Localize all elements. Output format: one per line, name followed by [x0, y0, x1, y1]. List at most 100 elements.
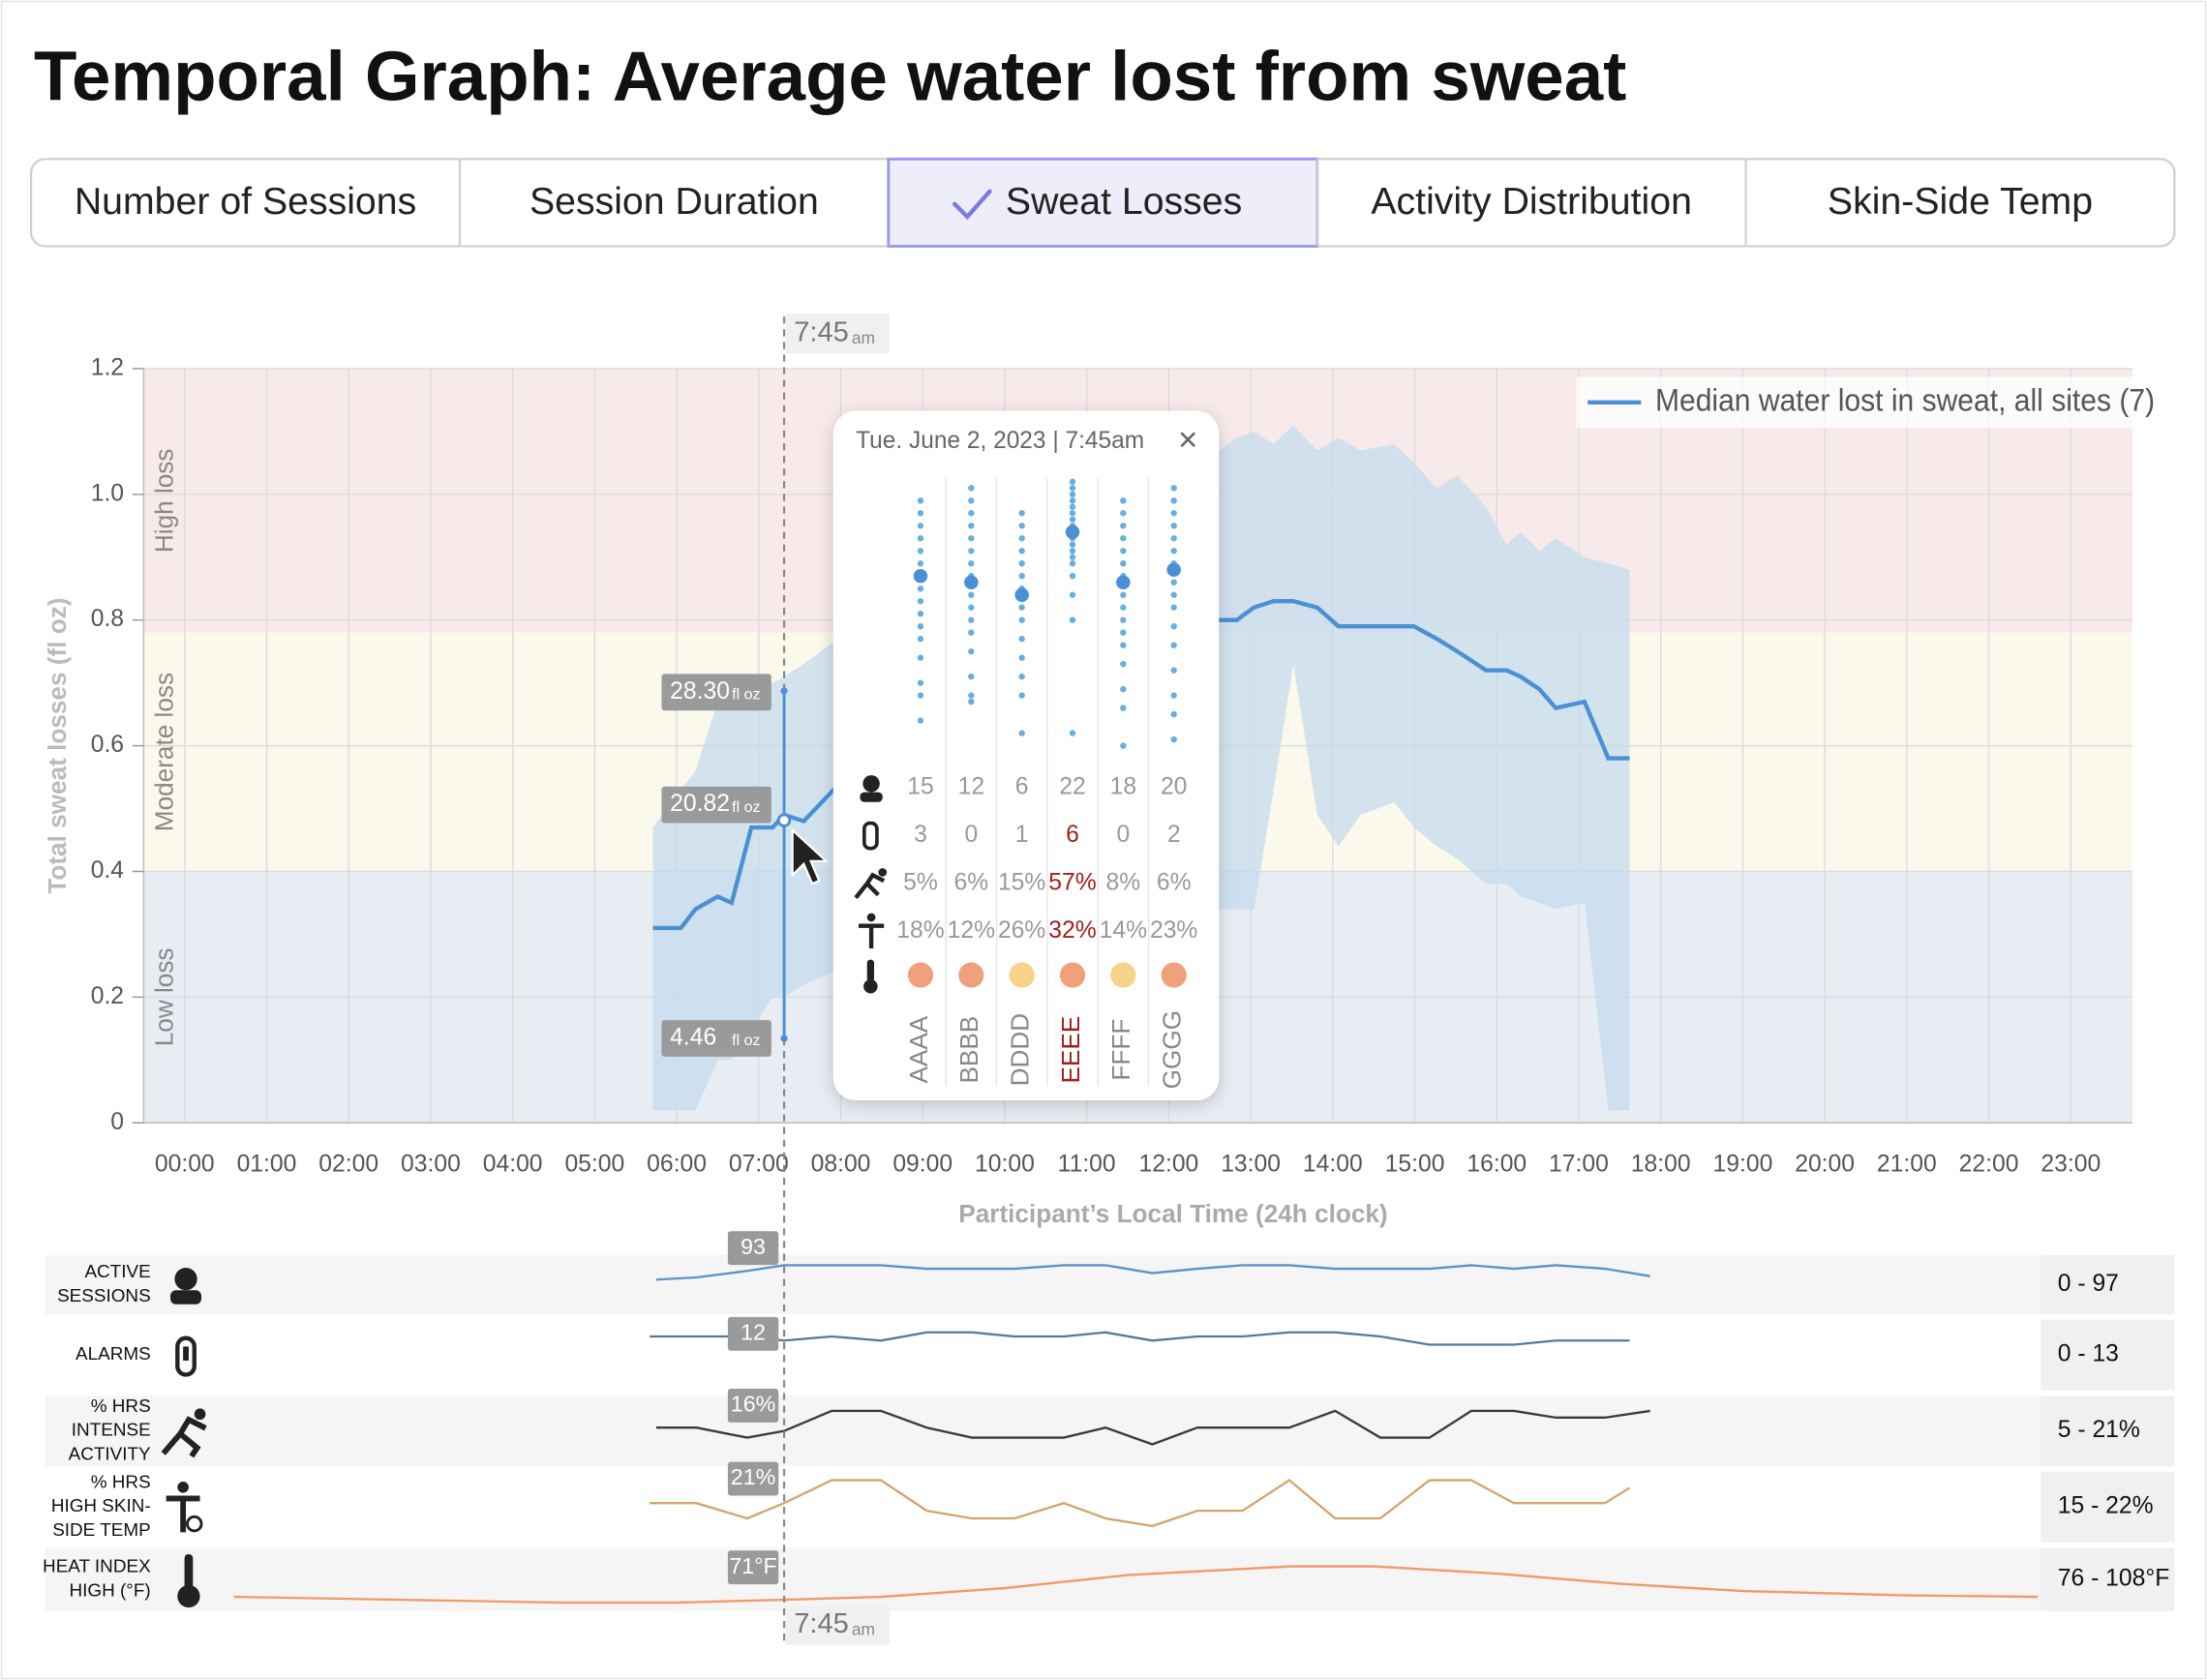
site-point [1018, 548, 1025, 555]
close-button[interactable]: × [1178, 421, 1197, 459]
cursor-value: 71°F [729, 1553, 776, 1578]
site-label: BBBB [954, 1016, 983, 1084]
row-value: 14% [1100, 917, 1147, 944]
site-point [968, 548, 975, 555]
x-tick-label: 12:00 [1138, 1151, 1198, 1177]
tab[interactable]: Skin-Side Temp [1828, 180, 2093, 223]
x-tick-label: 09:00 [892, 1151, 952, 1177]
site-point [1120, 642, 1127, 648]
site-point [1170, 604, 1177, 611]
row-value: 20 [1161, 774, 1187, 800]
site-point [968, 510, 975, 517]
site-point [1120, 548, 1127, 555]
site-point [1069, 548, 1076, 555]
annotation-bg [661, 1020, 771, 1057]
row-value: 32% [1048, 917, 1096, 944]
row-icon [862, 821, 879, 851]
heat-dot [1110, 962, 1136, 988]
strip-label: % HRS [91, 1396, 151, 1417]
row-value: 12% [948, 917, 995, 944]
site-point [1069, 541, 1076, 548]
site-label: DDDD [1006, 1013, 1035, 1087]
cursor-value-bg [727, 1316, 779, 1351]
site-point [968, 698, 975, 705]
site-point [1018, 692, 1025, 699]
icon [194, 1408, 206, 1421]
icon [183, 1346, 189, 1361]
site-label: AAAA [904, 1015, 933, 1083]
strip-bg [45, 1395, 2175, 1467]
site-point [968, 560, 975, 567]
annotation: 4.46 [670, 1025, 716, 1051]
strip-range: 76 - 108°F [2058, 1566, 2170, 1592]
site-point [917, 585, 924, 592]
site-point [917, 510, 924, 517]
range-bg [2041, 1547, 2175, 1611]
icon [166, 1495, 200, 1533]
site-point [1170, 642, 1177, 648]
site-point [1069, 510, 1076, 517]
site-point [1170, 735, 1177, 743]
site-point [1120, 591, 1127, 598]
row-icon [878, 868, 888, 877]
row-icon [862, 775, 880, 793]
site-point [1170, 523, 1177, 529]
x-tick-label: 10:00 [975, 1151, 1035, 1177]
icon [175, 1335, 197, 1377]
y-tick-label: 0.8 [91, 606, 124, 632]
tab-bar: Number of Sessions Session Duration Sweat … [30, 157, 2176, 248]
cursor-label-bg [785, 314, 891, 353]
cursor-value: 16% [731, 1392, 776, 1417]
range-bg [2041, 1319, 2175, 1391]
strip-range: 15 - 22% [2058, 1493, 2154, 1519]
y-tick-label: 1.2 [91, 354, 124, 380]
strip-label: ACTIVITY [69, 1444, 151, 1464]
site-point [1018, 673, 1025, 680]
row-value: 2 [1167, 822, 1181, 848]
icon [177, 1481, 189, 1493]
x-tick-label: 15:00 [1385, 1151, 1445, 1177]
y-tick-label: 0.2 [91, 983, 124, 1009]
site-point [968, 647, 975, 655]
site-point [968, 523, 975, 529]
x-tick-label: 22:00 [1959, 1151, 2019, 1177]
x-tick-label: 18:00 [1631, 1151, 1691, 1177]
row-icon [854, 872, 886, 899]
x-tick-label: 01:00 [237, 1151, 297, 1177]
x-tick-label: 14:00 [1303, 1151, 1363, 1177]
cursor-suffix: am [852, 328, 875, 347]
row-value: 26% [998, 917, 1045, 944]
row-icon [859, 923, 885, 948]
cursor-value: 21% [731, 1464, 776, 1489]
site-point [1069, 560, 1076, 567]
cursor-value: 12 [741, 1319, 766, 1344]
row-value: 15 [907, 774, 933, 800]
tab[interactable]: Number of Sessions [75, 180, 416, 223]
site-label: GGGG [1158, 1010, 1187, 1089]
x-tick-label: 11:00 [1058, 1151, 1116, 1177]
site-median [1116, 575, 1131, 590]
strip-bg [45, 1254, 2175, 1314]
tab[interactable]: Session Duration [529, 180, 819, 223]
x-tick-label: 08:00 [811, 1151, 871, 1177]
site-median [1014, 587, 1029, 602]
site-point [1170, 692, 1177, 699]
cursor-value-bg [727, 1461, 779, 1496]
x-tick-label: 03:00 [401, 1151, 461, 1177]
x-tick-label: 20:00 [1795, 1151, 1855, 1177]
site-point [1018, 510, 1025, 517]
site-point [1120, 497, 1127, 504]
icon [170, 1290, 202, 1305]
strip-line [650, 1479, 1631, 1528]
site-point [1120, 560, 1127, 567]
site-point [1069, 491, 1076, 498]
zone-label: Moderate loss [150, 673, 179, 831]
range-bg [2041, 1471, 2175, 1543]
tab[interactable]: Sweat Losses [1006, 180, 1242, 223]
annotation-bg [661, 786, 771, 824]
site-point [917, 560, 924, 567]
site-point [968, 673, 975, 680]
site-point [1120, 604, 1127, 611]
tab[interactable]: Activity Distribution [1371, 180, 1692, 223]
